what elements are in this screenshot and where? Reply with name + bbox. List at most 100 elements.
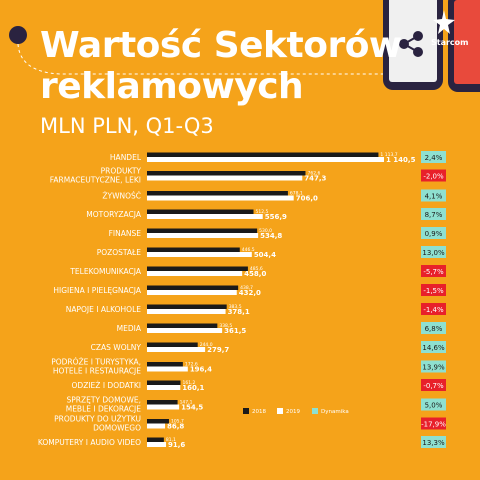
category-label: PODRÓŻE I TURYSTYKA, HOTELE I RESTAURACJE	[51, 358, 141, 376]
starcom-star-icon	[433, 10, 455, 34]
category-label: MOTORYZACJA	[86, 210, 142, 219]
bar-2019	[147, 175, 303, 181]
value-label-2018: 530,0	[259, 228, 272, 234]
category-label: PRODUKTY DO UŻYTKU DOMOWEGO	[54, 415, 141, 433]
value-label-2018: 485,6	[250, 266, 263, 272]
category-label: MEDIA	[117, 324, 142, 333]
dynamics-label: -1,5%	[423, 287, 444, 295]
legend-label: 2019	[286, 409, 300, 415]
dynamics-badge	[421, 284, 446, 296]
dynamics-label: -5,7%	[423, 268, 444, 276]
dynamics-badge	[421, 360, 446, 373]
bar-2019	[147, 309, 226, 314]
dynamics-badge	[421, 417, 446, 430]
bar-2019	[147, 271, 243, 276]
category-label: KOMPUTERY I AUDIO VIDEO	[38, 438, 141, 447]
value-label-2018: 105,7	[171, 419, 184, 425]
phone-left-icon	[383, 0, 443, 90]
value-label-2018: 678,1	[290, 191, 303, 197]
category-label: CZAS WOLNY	[91, 343, 142, 352]
bar-2019	[147, 195, 294, 201]
value-label-2018: 438,7	[240, 285, 253, 291]
dynamics-label: 8,7%	[425, 211, 443, 219]
dynamics-label: -0,7%	[423, 382, 444, 390]
value-label-2018: 1 113,7	[380, 152, 397, 158]
dynamics-badge	[421, 169, 446, 182]
value-label-2018: 147,1	[180, 400, 193, 406]
bar-2018	[147, 380, 181, 385]
category-label: HIGIENA I PIELĘGNACJA	[53, 286, 141, 295]
bar-2019	[147, 214, 263, 219]
value-label-2019: 534,8	[260, 232, 282, 240]
dot-icon	[9, 26, 27, 44]
value-label-2019: 361,5	[224, 327, 246, 335]
dynamics-label: -17,9%	[421, 421, 446, 429]
bar-2019	[147, 252, 252, 257]
dynamics-label: 14,6%	[422, 344, 445, 352]
value-label-2019: 279,7	[207, 346, 229, 354]
legend-swatch	[312, 408, 318, 414]
dynamics-badge	[421, 227, 446, 239]
value-label-2018: 762,6	[307, 171, 320, 177]
bar-2019	[147, 404, 180, 410]
value-label-2018: 383,5	[229, 304, 242, 310]
value-label-2018: 338,5	[219, 323, 232, 329]
dynamics-badge	[421, 379, 446, 391]
value-label-2019: 556,9	[265, 213, 287, 221]
bar-2018	[147, 266, 248, 271]
dynamics-badge	[421, 436, 446, 448]
value-label-2019: 378,1	[228, 308, 250, 316]
bar-2018	[147, 228, 258, 233]
value-label-2019: 432,0	[239, 289, 261, 297]
bar-2019	[147, 442, 167, 447]
dynamics-badge	[421, 246, 446, 258]
bar-2019	[147, 290, 237, 295]
bar-2018	[147, 362, 183, 367]
bar-2018	[147, 152, 379, 157]
category-label: NAPOJE I ALKOHOLE	[66, 305, 142, 314]
bar-2019	[147, 157, 384, 162]
value-label-2019: 706,0	[296, 195, 318, 203]
bar-2019	[147, 328, 223, 333]
value-label-2019: 504,4	[254, 251, 276, 259]
bar-2018	[147, 342, 198, 347]
value-label-2019: 91,6	[168, 441, 185, 449]
legend-label: Dynamika	[321, 409, 349, 415]
category-label: SPRZĘTY DOMOWE, MEBLE I DEKORACJE	[66, 396, 142, 414]
value-label-2019: 1 140,5	[386, 156, 416, 164]
category-label: ODZIEŻ I DODATKI	[72, 381, 141, 390]
dynamics-label: 13,0%	[422, 249, 445, 257]
bar-2018	[147, 323, 218, 328]
value-label-2019: 196,4	[190, 366, 212, 374]
category-label: FINANSE	[109, 229, 142, 238]
bar-2018	[147, 191, 288, 196]
page-title-line1: Wartość Sektorów	[40, 25, 402, 66]
bar-2018	[147, 304, 227, 309]
dynamics-label: 6,8%	[425, 325, 443, 333]
phone-right-icon	[448, 0, 480, 92]
dynamics-label: 5,0%	[425, 402, 443, 410]
value-label-2019: 154,5	[181, 404, 203, 412]
bar-2019	[147, 423, 166, 429]
legend-label: 2018	[252, 409, 266, 415]
value-label-2018: 244,0	[200, 342, 213, 348]
category-label: PRODUKTY FARMACEUTYCZNE, LEKI	[50, 167, 142, 185]
legend-swatch	[243, 408, 249, 414]
category-label: ŻYWNOŚĆ	[102, 192, 141, 201]
dynamics-label: 4,1%	[425, 193, 443, 201]
category-label: POZOSTAŁE	[97, 248, 142, 257]
category-label: TELEKOMUNIKACJA	[69, 267, 142, 276]
value-label-2018: 512,5	[255, 209, 268, 215]
bar-2018	[147, 437, 164, 442]
dynamics-label: -1,4%	[423, 306, 444, 314]
bar-2018	[147, 247, 240, 252]
bar-2018	[147, 209, 254, 214]
dynamics-label: -2,0%	[423, 173, 444, 181]
value-label-2018: 446,5	[242, 247, 255, 253]
bar-2019	[147, 366, 188, 372]
dynamics-badge	[421, 265, 446, 277]
dynamics-badge	[421, 303, 446, 315]
